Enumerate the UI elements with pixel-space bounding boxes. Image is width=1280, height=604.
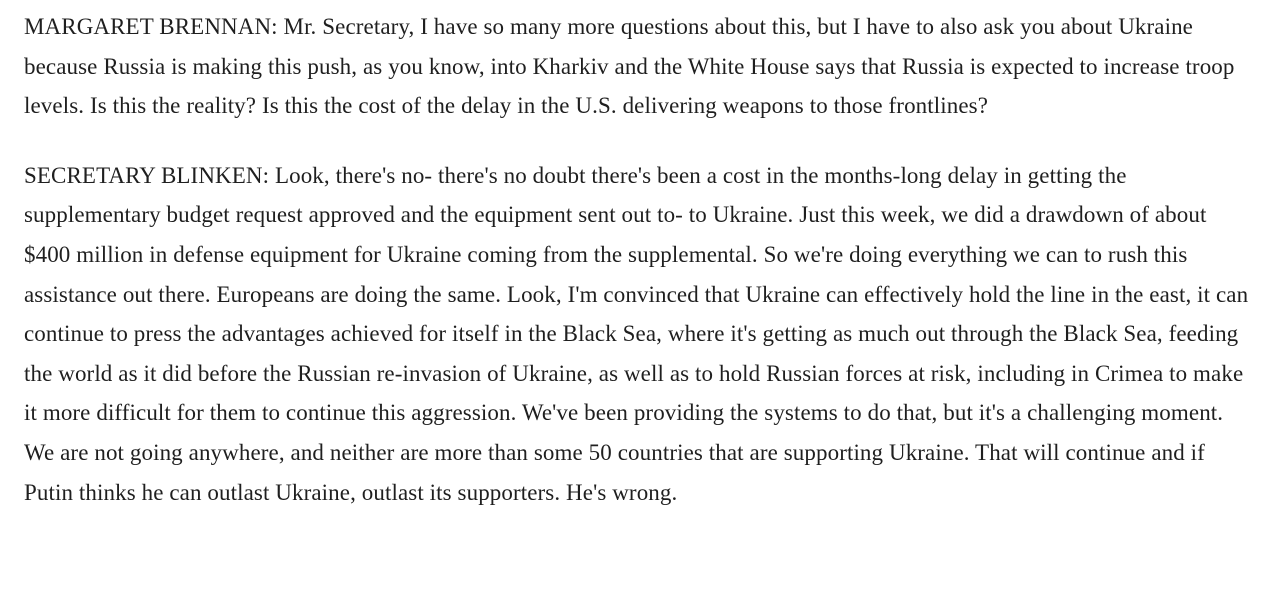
- transcript-body: MARGARET BRENNAN: Mr. Secretary, I have …: [24, 7, 1256, 512]
- transcript-paragraph: SECRETARY BLINKEN: Look, there's no- the…: [24, 156, 1256, 512]
- speaker-label: SECRETARY BLINKEN:: [24, 162, 270, 188]
- paragraph-text: Mr. Secretary, I have so many more quest…: [24, 14, 1235, 119]
- paragraph-text: Look, there's no- there's no doubt there…: [24, 162, 1249, 505]
- transcript-paragraph: MARGARET BRENNAN: Mr. Secretary, I have …: [24, 7, 1256, 126]
- speaker-label: MARGARET BRENNAN:: [24, 14, 278, 39]
